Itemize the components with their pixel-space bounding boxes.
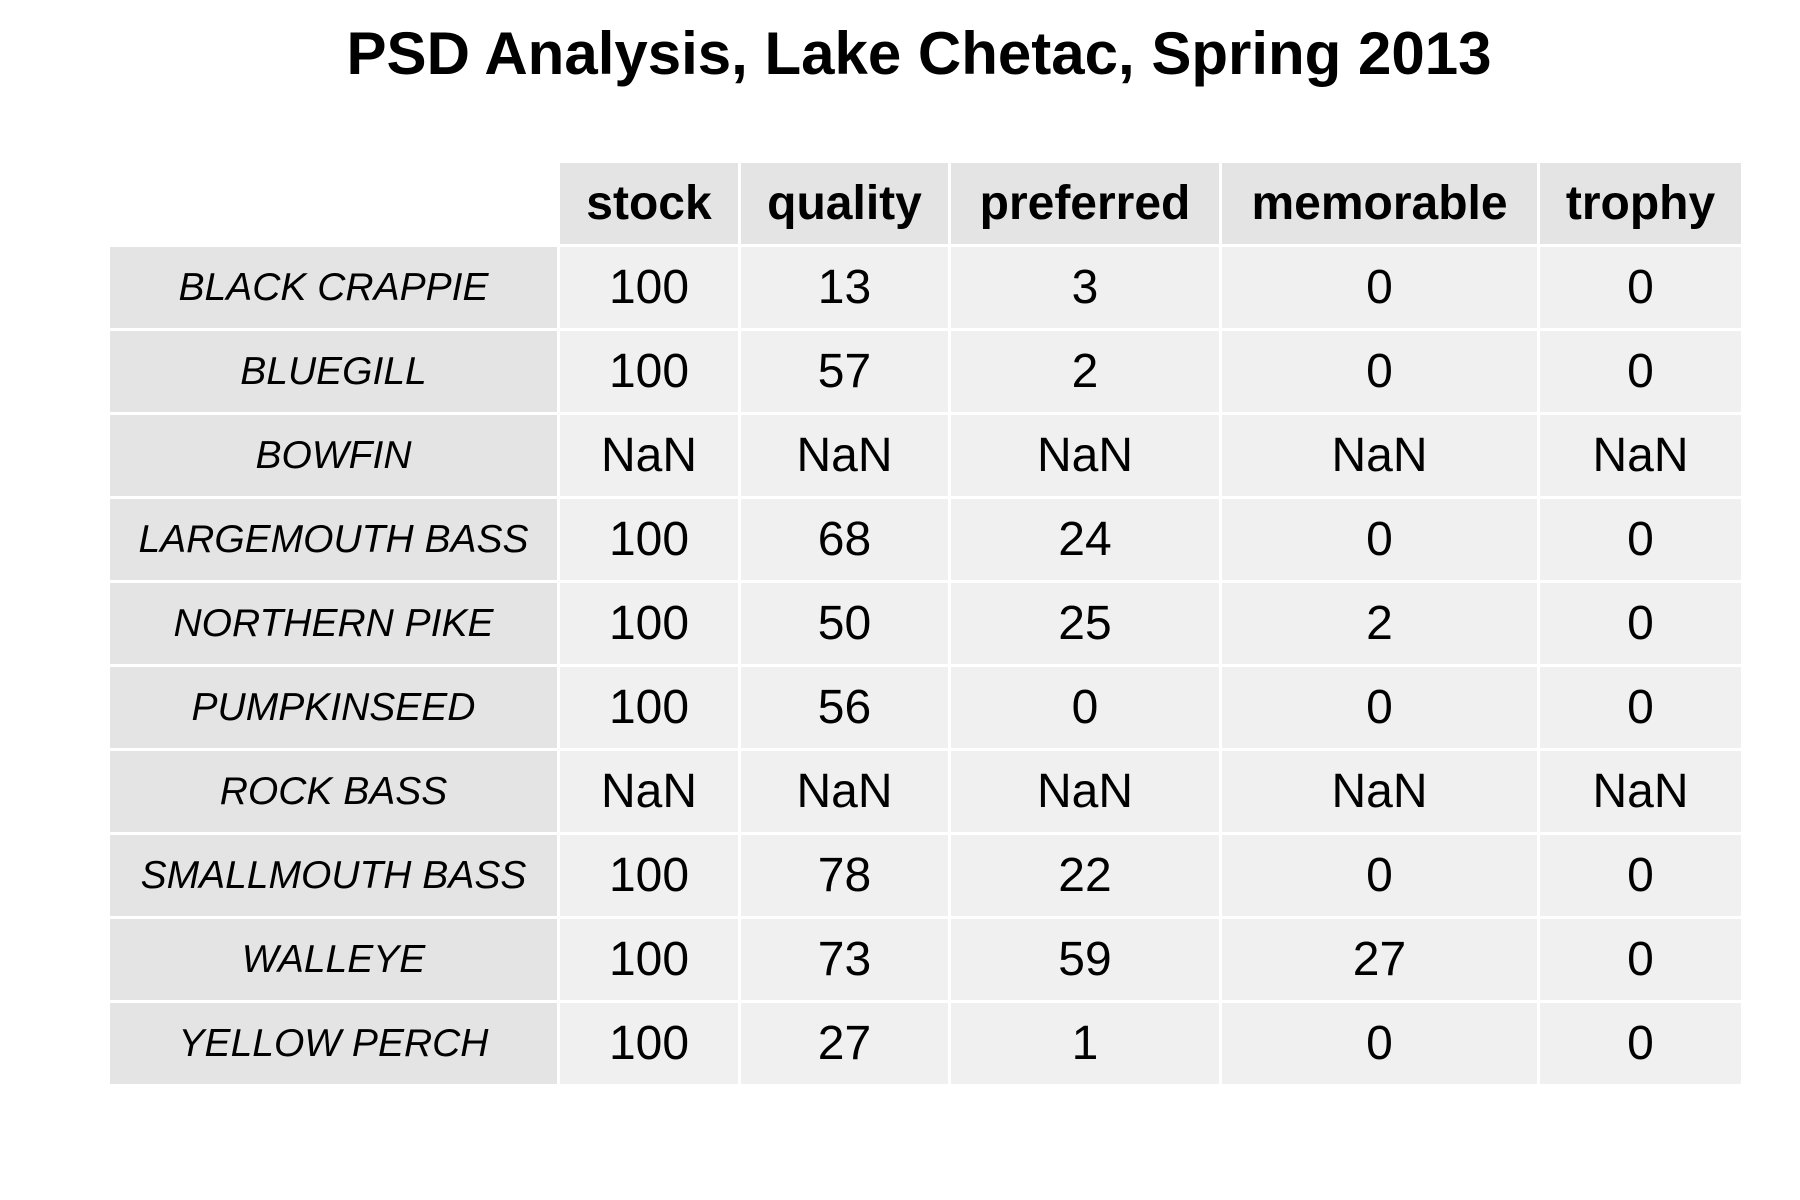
table-cell-trophy: 0 (1540, 247, 1741, 328)
row-label: YELLOW PERCH (110, 1003, 557, 1084)
row-label: PUMPKINSEED (110, 667, 557, 748)
row-label: WALLEYE (110, 919, 557, 1000)
column-header-memorable: memorable (1222, 163, 1537, 244)
table-cell-trophy: 0 (1540, 331, 1741, 412)
table-cell-stock: 100 (560, 919, 738, 1000)
table-cell-quality: NaN (741, 751, 948, 832)
table-cell-memorable: NaN (1222, 751, 1537, 832)
table-row: PUMPKINSEED 100 56 0 0 0 (110, 667, 1741, 748)
table-cell-quality: 78 (741, 835, 948, 916)
table-cell-trophy: NaN (1540, 415, 1741, 496)
table-cell-quality: 13 (741, 247, 948, 328)
table-cell-trophy: 0 (1540, 499, 1741, 580)
table-cell-memorable: 0 (1222, 1003, 1537, 1084)
row-label: BLUEGILL (110, 331, 557, 412)
row-label: ROCK BASS (110, 751, 557, 832)
table-cell-stock: NaN (560, 751, 738, 832)
row-label: BLACK CRAPPIE (110, 247, 557, 328)
table-cell-memorable: 2 (1222, 583, 1537, 664)
row-label: BOWFIN (110, 415, 557, 496)
table-cell-preferred: 3 (951, 247, 1219, 328)
table-cell-preferred: 24 (951, 499, 1219, 580)
table-body: BLACK CRAPPIE 100 13 3 0 0 BLUEGILL 100 57 2 0 0 BOW… (110, 247, 1741, 1084)
table-cell-stock: 100 (560, 331, 738, 412)
chart-title: PSD Analysis, Lake Chetac, Spring 2013 (346, 20, 1492, 87)
table-cell-quality: 57 (741, 331, 948, 412)
table-cell-memorable: NaN (1222, 415, 1537, 496)
table-row: BLUEGILL 100 57 2 0 0 (110, 331, 1741, 412)
table-cell-preferred: 0 (951, 667, 1219, 748)
table-cell-memorable: 27 (1222, 919, 1537, 1000)
table-cell-stock: 100 (560, 499, 738, 580)
table-cell-memorable: 0 (1222, 331, 1537, 412)
table-row: YELLOW PERCH 100 27 1 0 0 (110, 1003, 1741, 1084)
table-cell-preferred: 25 (951, 583, 1219, 664)
table-cell-preferred: NaN (951, 751, 1219, 832)
table-cell-memorable: 0 (1222, 667, 1537, 748)
row-label: LARGEMOUTH BASS (110, 499, 557, 580)
table-cell-quality: 56 (741, 667, 948, 748)
table-cell-quality: 73 (741, 919, 948, 1000)
column-header-preferred: preferred (951, 163, 1219, 244)
table-cell-quality: NaN (741, 415, 948, 496)
table-cell-preferred: 1 (951, 1003, 1219, 1084)
table-cell-quality: 68 (741, 499, 948, 580)
table-row: BOWFIN NaN NaN NaN NaN NaN (110, 415, 1741, 496)
corner-cell (110, 163, 557, 244)
table-cell-preferred: 59 (951, 919, 1219, 1000)
table-cell-trophy: NaN (1540, 751, 1741, 832)
table-row: NORTHERN PIKE 100 50 25 2 0 (110, 583, 1741, 664)
table-row: SMALLMOUTH BASS 100 78 22 0 0 (110, 835, 1741, 916)
table-row: BLACK CRAPPIE 100 13 3 0 0 (110, 247, 1741, 328)
header-row: stock quality preferred memorable trophy (110, 163, 1741, 244)
table-cell-preferred: 2 (951, 331, 1219, 412)
table-cell-preferred: NaN (951, 415, 1219, 496)
table-cell-stock: 100 (560, 247, 738, 328)
table-cell-trophy: 0 (1540, 835, 1741, 916)
psd-table: stock quality preferred memorable trophy… (107, 160, 1744, 1087)
table-cell-preferred: 22 (951, 835, 1219, 916)
table-cell-stock: 100 (560, 583, 738, 664)
table-cell-quality: 50 (741, 583, 948, 664)
column-header-stock: stock (560, 163, 738, 244)
table-row: LARGEMOUTH BASS 100 68 24 0 0 (110, 499, 1741, 580)
column-header-quality: quality (741, 163, 948, 244)
table-cell-memorable: 0 (1222, 499, 1537, 580)
table-cell-stock: NaN (560, 415, 738, 496)
row-label: NORTHERN PIKE (110, 583, 557, 664)
table-cell-trophy: 0 (1540, 919, 1741, 1000)
table-cell-trophy: 0 (1540, 667, 1741, 748)
table-cell-memorable: 0 (1222, 835, 1537, 916)
table-cell-memorable: 0 (1222, 247, 1537, 328)
row-label: SMALLMOUTH BASS (110, 835, 557, 916)
table-cell-trophy: 0 (1540, 583, 1741, 664)
column-header-trophy: trophy (1540, 163, 1741, 244)
table-cell-stock: 100 (560, 1003, 738, 1084)
table-cell-trophy: 0 (1540, 1003, 1741, 1084)
table-row: ROCK BASS NaN NaN NaN NaN NaN (110, 751, 1741, 832)
table-row: WALLEYE 100 73 59 27 0 (110, 919, 1741, 1000)
table-cell-stock: 100 (560, 667, 738, 748)
table-cell-stock: 100 (560, 835, 738, 916)
table-cell-quality: 27 (741, 1003, 948, 1084)
